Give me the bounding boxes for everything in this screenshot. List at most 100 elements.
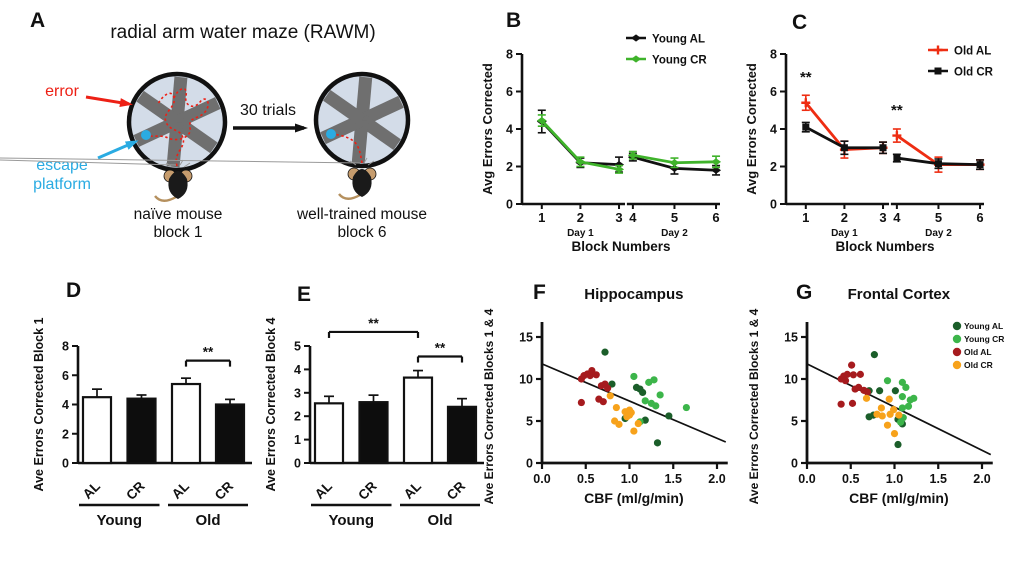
y-tick-label: 10 [784,373,798,387]
error-label: error [45,83,79,100]
diagram-title: radial arm water maze (RAWM) [110,22,375,43]
x-axis-title: CBF (ml/g/min) [849,490,949,506]
y-axis-title: Ave Errors Corrected Blocks 1 & 4 [747,308,761,504]
maze-arm [358,114,401,150]
hippocampus-scatter-svg: 0 5 10 15 0.0 0.5 1.0 1.5 2.0 Hippocampus CBF (ml/… [482,286,728,506]
scatter-point [904,402,913,410]
trained-caption-line1: well-trained mouse [296,206,427,223]
scatter-point [898,378,906,386]
trained-mouse [0,157,377,200]
series-marker [614,165,625,173]
maze-arm [170,76,188,123]
scatter-point [863,388,871,396]
x-axis-title: Block Numbers [835,239,934,254]
scatter-point [577,398,585,407]
scatter-point [650,376,658,384]
scatter-point [601,348,609,356]
y-tick-label: 2 [770,160,777,174]
y-tick-label: 2 [506,160,513,174]
trials-label: 30 trials [240,102,296,119]
mouse-tail [154,195,177,202]
mouse-whiskers [0,159,191,168]
significance-stars: ** [891,102,903,119]
legend-label: Young AL [652,34,705,46]
x-tick-label: 4 [629,210,637,225]
y-tick-label: 0 [506,198,513,212]
scatter-point [862,394,871,402]
scatter-point [606,392,614,400]
group-label: Young [96,512,142,529]
mouse-body [352,169,372,197]
legend-label: Old CR [964,360,993,370]
y-tick-label: 8 [770,48,777,62]
trend-line [541,363,727,443]
scatter-point [656,391,664,399]
block1-bar-chart-svg: 0 2 4 6 8 Ave Errors Corrected Block 1 AL CR AL C… [32,317,252,529]
x-axis-title: CBF (ml/g/min) [584,490,684,506]
series-marker [711,166,722,174]
series-marker [976,161,984,169]
scatter-point [837,400,845,408]
series-marker [631,55,641,63]
x-tick-label: 1.5 [930,472,947,486]
panel-f-scatter-chart: F 0 5 10 15 0.0 0.5 1.0 1.5 2.0 Hippocampus CBF (m… [480,272,745,560]
bar-category-label: AL [169,479,192,502]
y-tick-label: 4 [294,363,301,377]
y-tick-label: 6 [506,85,513,99]
maze-arm [173,116,218,154]
day-label: Day 1 [831,228,858,239]
group-label: Old [196,512,221,529]
scatter-point [902,383,910,391]
legend-swatch [952,321,962,331]
y-tick-label: 6 [770,85,777,99]
y-axis-title: Avg Errors Corrected [744,63,759,195]
scatter-point [878,412,886,420]
panel-g-label: G [796,281,813,304]
legend-swatch [952,334,962,344]
scatter-point [612,403,620,412]
maze-block1 [126,71,228,173]
scatter-point [665,412,673,420]
x-tick-label: 2.0 [708,472,725,486]
scatter-point [856,370,864,378]
x-tick-label: 6 [976,210,983,225]
series-marker [840,144,848,152]
scatter-point [592,371,600,379]
y-tick-label: 15 [519,331,533,345]
trend-line [806,363,992,456]
y-tick-label: 8 [506,48,513,62]
x-tick-label: 0.0 [798,472,815,486]
group-label: Young [328,512,374,529]
x-tick-label: 5 [671,210,678,225]
series-marker [711,158,722,166]
bar-category-label: CR [123,478,148,503]
day-label: Day 2 [661,228,688,239]
series-marker [802,123,810,131]
x-tick-label: 1.5 [665,472,682,486]
scatter-point [848,399,857,407]
frontal-cortex-scatter-svg: 0 5 10 15 0.0 0.5 1.0 1.5 2.0 Frontal Cortex CBF (… [747,286,1004,506]
scatter-point [890,406,898,414]
panel-d-label: D [66,279,82,302]
bar [446,405,478,465]
arrow-head [119,98,133,107]
x-tick-label: 4 [893,210,901,225]
series-marker [669,164,680,172]
series-marker [536,116,547,125]
series-marker [933,45,943,55]
panel-b-line-chart: B 0 2 4 6 8 1 2 3 4 5 6 Day 1 Day 2 Block Numbers Avg … [478,2,756,258]
scatter-point [894,440,902,449]
scatter-point [876,387,884,395]
maze-arm [174,97,221,128]
scatter-point [843,370,851,378]
maze-arm [351,119,369,164]
significance-stars: ** [435,341,446,356]
y-tick-label: 0 [62,457,69,471]
series-marker [669,159,680,167]
trained-caption-line2: block 6 [337,224,386,241]
scatter-point [639,388,647,397]
y-axis-title: Avg Errors Corrected [480,63,495,195]
y-tick-label: 5 [294,340,301,354]
